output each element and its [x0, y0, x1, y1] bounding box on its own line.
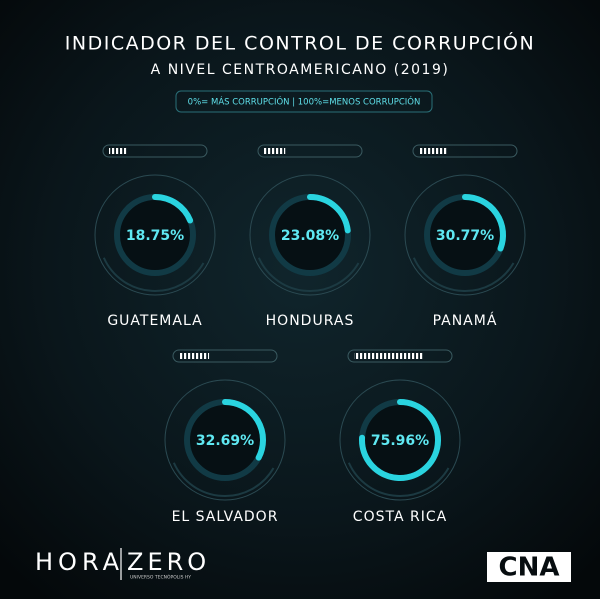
brand-cna: CNA	[499, 553, 560, 583]
gauge-arc	[359, 399, 441, 481]
bar-frame	[412, 144, 518, 158]
value-label: 32.69%	[196, 433, 254, 449]
gauge-arc	[152, 194, 194, 224]
annotation-box	[175, 90, 433, 113]
bar-frame	[347, 349, 453, 363]
brand-tagline: UNIVERSO TECNÓPOLIS HY	[130, 574, 191, 581]
outer-arc	[257, 257, 360, 292]
outer-ring	[94, 174, 216, 296]
value-label: 18.75%	[126, 228, 184, 244]
country-label: HONDURAS	[266, 313, 355, 329]
outer-arc	[172, 462, 275, 497]
cna-logo-box	[487, 552, 571, 582]
outer-arc	[102, 257, 205, 292]
country-label: COSTA RICA	[353, 509, 447, 525]
title: INDICADOR DEL CONTROL DE CORRUPCIÓN	[65, 31, 535, 55]
gauge-arc	[222, 399, 266, 461]
bar-fill	[109, 148, 127, 154]
outer-ring	[339, 379, 461, 501]
bar-fill	[179, 353, 210, 359]
subtitle: A NIVEL CENTROAMERICANO (2019)	[151, 62, 450, 78]
bar-frame	[257, 144, 363, 158]
country-label: GUATEMALA	[107, 313, 202, 329]
country-label: EL SALVADOR	[172, 509, 279, 525]
bar-frame	[102, 144, 208, 158]
bar-fill	[354, 353, 424, 359]
outer-ring	[249, 174, 371, 296]
bar-fill	[264, 148, 286, 154]
annotation: 0%= MÁS CORRUPCIÓN | 100%=MENOS CORRUPCI…	[188, 96, 421, 108]
brand-hora: HORA	[35, 548, 124, 576]
value-label: 75.96%	[371, 433, 429, 449]
value-label: 23.08%	[281, 228, 339, 244]
outer-ring	[404, 174, 526, 296]
bar-frame	[172, 349, 278, 363]
outer-arc	[412, 257, 515, 292]
outer-arc	[347, 462, 450, 497]
value-label: 30.77%	[436, 228, 494, 244]
country-label: PANAMÁ	[433, 312, 498, 329]
bar-fill	[419, 148, 448, 154]
gauge-arc	[462, 194, 506, 252]
gauge-arc	[307, 194, 351, 234]
brand-zero: ZERO	[127, 548, 210, 576]
outer-ring	[164, 379, 286, 501]
